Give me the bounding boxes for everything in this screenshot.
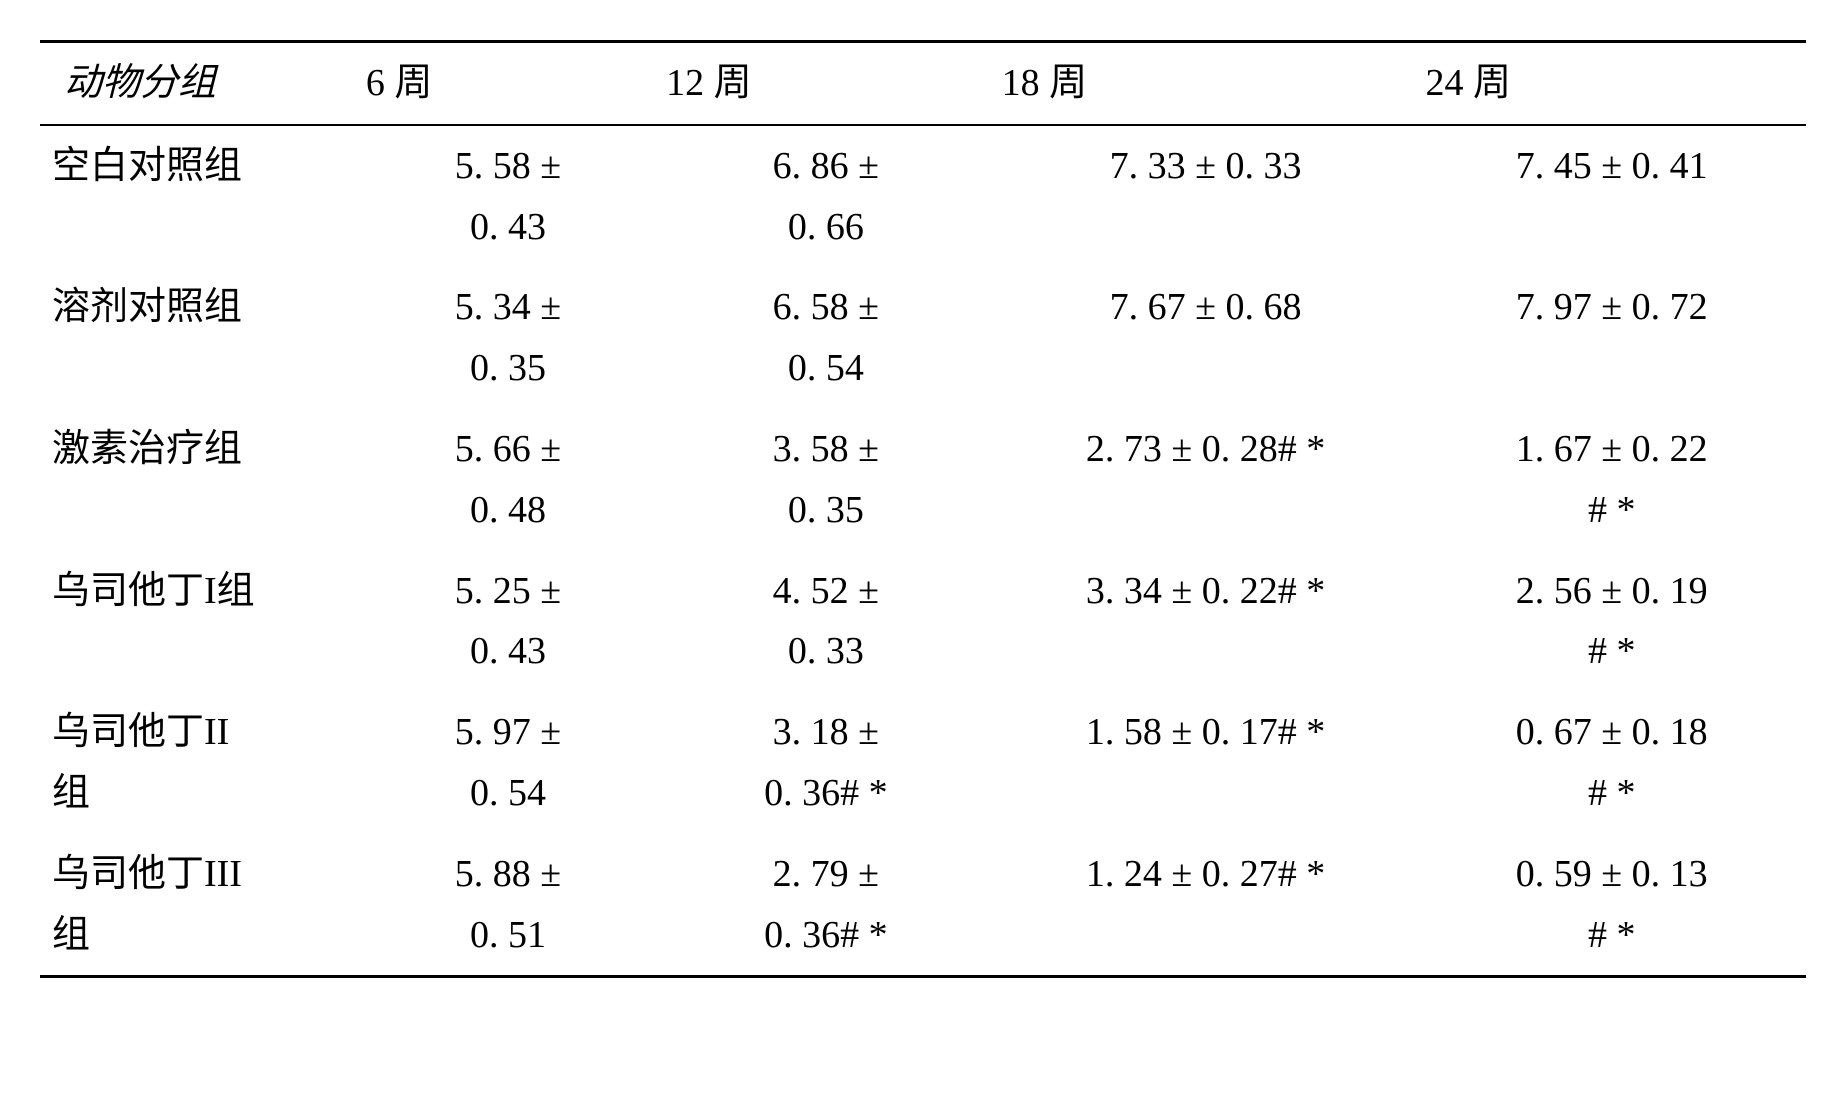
cell-value-line2: 0. 35 bbox=[366, 338, 650, 399]
cell-w6: 5. 97 ±0. 54 bbox=[358, 692, 658, 834]
cell-value-line2: 0. 48 bbox=[366, 480, 650, 541]
header-group: 动物分组 bbox=[40, 42, 358, 125]
data-table: 动物分组 6 周 12 周 18 周 24 周 空白对照组5. 58 ±0. 4… bbox=[40, 40, 1806, 978]
cell-value-line1: 6. 58 ± bbox=[666, 277, 986, 338]
cell-group: 空白对照组 bbox=[40, 125, 358, 268]
cell-value-line2: 0. 43 bbox=[366, 197, 650, 258]
cell-value-line2: 0. 54 bbox=[666, 338, 986, 399]
header-week24: 24 周 bbox=[1417, 42, 1806, 125]
cell-value-line1: 5. 34 ± bbox=[366, 277, 650, 338]
cell-value-line1: 6. 86 ± bbox=[666, 136, 986, 197]
table-row: 乌司他丁I组5. 25 ±0. 434. 52 ±0. 333. 34 ± 0.… bbox=[40, 551, 1806, 693]
cell-value-line2: 0. 43 bbox=[366, 621, 650, 682]
cell-w12: 4. 52 ±0. 33 bbox=[658, 551, 994, 693]
table-row: 乌司他丁III 组5. 88 ±0. 512. 79 ±0. 36# *1. 2… bbox=[40, 834, 1806, 977]
cell-w24: 7. 97 ± 0. 72 bbox=[1417, 267, 1806, 409]
cell-value-line1: 5. 88 ± bbox=[366, 844, 650, 905]
cell-value-line1: 5. 58 ± bbox=[366, 136, 650, 197]
cell-value-line2: 0. 35 bbox=[666, 480, 986, 541]
cell-value-line1: 1. 24 ± 0. 27# * bbox=[1002, 844, 1410, 905]
table-row: 乌司他丁II 组5. 97 ±0. 543. 18 ±0. 36# *1. 58… bbox=[40, 692, 1806, 834]
cell-w24: 1. 67 ± 0. 22# * bbox=[1417, 409, 1806, 551]
cell-value-line1: 2. 56 ± 0. 19 bbox=[1425, 561, 1798, 622]
cell-w6: 5. 58 ±0. 43 bbox=[358, 125, 658, 268]
cell-value-line2: # * bbox=[1425, 905, 1798, 966]
cell-value-line1: 7. 45 ± 0. 41 bbox=[1425, 136, 1798, 197]
cell-value-line2: 0. 51 bbox=[366, 905, 650, 966]
cell-w18: 7. 67 ± 0. 68 bbox=[994, 267, 1418, 409]
cell-value-line2: 0. 66 bbox=[666, 197, 986, 258]
cell-value-line1: 2. 73 ± 0. 28# * bbox=[1002, 419, 1410, 480]
table-body: 空白对照组5. 58 ±0. 436. 86 ±0. 667. 33 ± 0. … bbox=[40, 125, 1806, 977]
cell-w12: 6. 86 ±0. 66 bbox=[658, 125, 994, 268]
table-row: 激素治疗组5. 66 ±0. 483. 58 ±0. 352. 73 ± 0. … bbox=[40, 409, 1806, 551]
cell-value-line1: 5. 25 ± bbox=[366, 561, 650, 622]
cell-value-line2: 0. 36# * bbox=[666, 763, 986, 824]
cell-w18: 1. 58 ± 0. 17# * bbox=[994, 692, 1418, 834]
cell-w18: 2. 73 ± 0. 28# * bbox=[994, 409, 1418, 551]
cell-value-line1: 4. 52 ± bbox=[666, 561, 986, 622]
cell-group: 溶剂对照组 bbox=[40, 267, 358, 409]
cell-value-line1: 0. 67 ± 0. 18 bbox=[1425, 702, 1798, 763]
cell-w12: 3. 58 ±0. 35 bbox=[658, 409, 994, 551]
cell-value-line1: 0. 59 ± 0. 13 bbox=[1425, 844, 1798, 905]
cell-w18: 1. 24 ± 0. 27# * bbox=[994, 834, 1418, 977]
cell-value-line1: 2. 79 ± bbox=[666, 844, 986, 905]
cell-w24: 7. 45 ± 0. 41 bbox=[1417, 125, 1806, 268]
cell-w24: 2. 56 ± 0. 19# * bbox=[1417, 551, 1806, 693]
cell-w6: 5. 88 ±0. 51 bbox=[358, 834, 658, 977]
cell-w12: 2. 79 ±0. 36# * bbox=[658, 834, 994, 977]
cell-value-line2: # * bbox=[1425, 621, 1798, 682]
cell-w12: 6. 58 ±0. 54 bbox=[658, 267, 994, 409]
cell-w6: 5. 34 ±0. 35 bbox=[358, 267, 658, 409]
cell-w18: 7. 33 ± 0. 33 bbox=[994, 125, 1418, 268]
cell-w6: 5. 66 ±0. 48 bbox=[358, 409, 658, 551]
cell-value-line1: 7. 97 ± 0. 72 bbox=[1425, 277, 1798, 338]
cell-value-line1: 3. 34 ± 0. 22# * bbox=[1002, 561, 1410, 622]
cell-value-line2: 0. 33 bbox=[666, 621, 986, 682]
cell-value-line1: 7. 33 ± 0. 33 bbox=[1002, 136, 1410, 197]
cell-value-line2: # * bbox=[1425, 763, 1798, 824]
cell-value-line2: 0. 36# * bbox=[666, 905, 986, 966]
table-header-row: 动物分组 6 周 12 周 18 周 24 周 bbox=[40, 42, 1806, 125]
header-week12: 12 周 bbox=[658, 42, 994, 125]
cell-value-line1: 5. 97 ± bbox=[366, 702, 650, 763]
cell-value-line1: 3. 58 ± bbox=[666, 419, 986, 480]
cell-w24: 0. 67 ± 0. 18# * bbox=[1417, 692, 1806, 834]
cell-group: 乌司他丁II 组 bbox=[40, 692, 358, 834]
cell-w24: 0. 59 ± 0. 13# * bbox=[1417, 834, 1806, 977]
cell-w6: 5. 25 ±0. 43 bbox=[358, 551, 658, 693]
cell-value-line1: 3. 18 ± bbox=[666, 702, 986, 763]
header-week6: 6 周 bbox=[358, 42, 658, 125]
cell-value-line2: 0. 54 bbox=[366, 763, 650, 824]
cell-w12: 3. 18 ±0. 36# * bbox=[658, 692, 994, 834]
cell-group: 激素治疗组 bbox=[40, 409, 358, 551]
cell-w18: 3. 34 ± 0. 22# * bbox=[994, 551, 1418, 693]
table-row: 空白对照组5. 58 ±0. 436. 86 ±0. 667. 33 ± 0. … bbox=[40, 125, 1806, 268]
cell-group: 乌司他丁I组 bbox=[40, 551, 358, 693]
cell-value-line1: 5. 66 ± bbox=[366, 419, 650, 480]
table-row: 溶剂对照组5. 34 ±0. 356. 58 ±0. 547. 67 ± 0. … bbox=[40, 267, 1806, 409]
cell-value-line1: 7. 67 ± 0. 68 bbox=[1002, 277, 1410, 338]
cell-value-line1: 1. 58 ± 0. 17# * bbox=[1002, 702, 1410, 763]
cell-value-line2: # * bbox=[1425, 480, 1798, 541]
cell-value-line1: 1. 67 ± 0. 22 bbox=[1425, 419, 1798, 480]
header-week18: 18 周 bbox=[994, 42, 1418, 125]
cell-group: 乌司他丁III 组 bbox=[40, 834, 358, 977]
